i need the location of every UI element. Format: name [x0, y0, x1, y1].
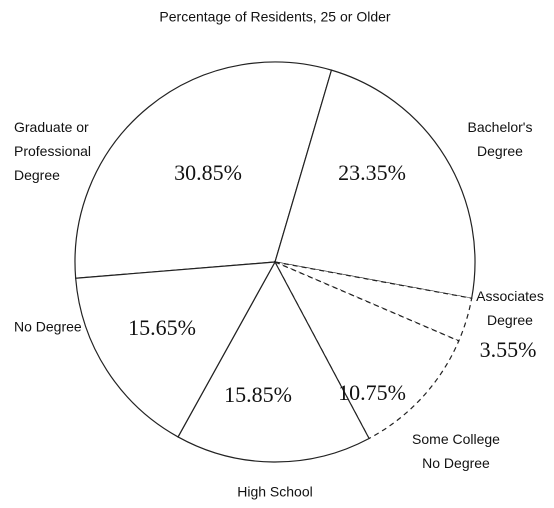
value-label: 10.75%: [338, 380, 406, 405]
slice-label: Bachelor's Degree: [468, 119, 533, 159]
slice-label: Graduate or Professional Degree: [14, 119, 91, 183]
slice-label: Some College No Degree: [412, 431, 500, 471]
value-label: 15.85%: [224, 382, 292, 407]
pie-slice: [75, 261, 277, 438]
chart-title: Percentage of Residents, 25 or Older: [159, 9, 390, 25]
slice-label: No Degree: [14, 319, 82, 335]
pie-slice: [274, 69, 476, 300]
slice-label: High School: [237, 484, 313, 500]
pie-slice: [177, 260, 370, 463]
slice-label: Associates Degree: [476, 288, 544, 328]
pie-slice: [74, 61, 333, 279]
pie-slice: [273, 260, 460, 440]
value-label: 23.35%: [338, 160, 406, 185]
value-label: 15.65%: [128, 315, 196, 340]
value-label: 3.55%: [480, 337, 537, 362]
value-label: 30.85%: [174, 160, 242, 185]
